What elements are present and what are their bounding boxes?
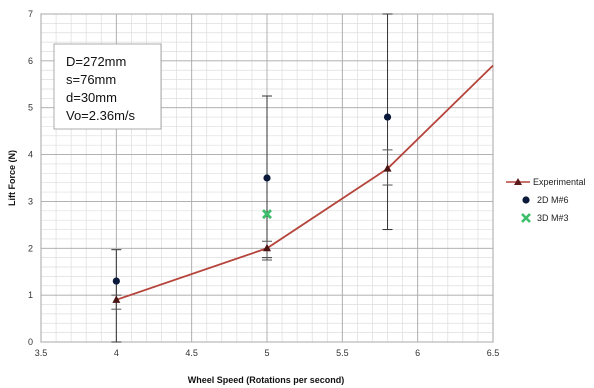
x-tick-label: 4 [114, 348, 119, 358]
annotation-box: D=272mm s=76mm d=30mm Vo=2.36m/s [53, 43, 162, 130]
y-tick-label: 5 [28, 103, 33, 113]
x-tick-label: 6.5 [487, 348, 500, 358]
point-2d [383, 113, 392, 121]
x-axis-title: Wheel Speed (Rotations per second) [188, 375, 345, 385]
legend-label: Experimental [533, 177, 586, 187]
annotation-box-frame [53, 43, 162, 130]
point-3d [262, 209, 272, 220]
point-experimental [112, 295, 121, 303]
y-tick-label: 7 [28, 9, 33, 19]
y-tick-label: 6 [28, 56, 33, 66]
legend-item-3d: 3D M#3 [521, 213, 569, 223]
y-axis-title: Lift Force (N) [7, 150, 17, 206]
series-line-experimental [116, 64, 494, 301]
legend-circle-marker [522, 196, 530, 204]
point-experimental [263, 243, 271, 252]
x-tick-label: 6 [415, 348, 420, 358]
x-tick-label: 4.5 [185, 348, 198, 358]
series-layer [111, 13, 494, 343]
y-tick-label: 2 [28, 243, 33, 253]
point-experimental [383, 164, 392, 172]
annotation-line: s=76mm [66, 72, 116, 87]
annotation-line: Vo=2.36m/s [66, 108, 136, 123]
tick-labels: 3.5 4 4.5 5 5.5 6 6.5 0 1 2 3 4 5 6 7 [28, 9, 499, 358]
legend-x-marker [521, 213, 531, 223]
legend-item-2d: 2D M#6 [522, 195, 569, 205]
x-tick-label: 5 [264, 348, 269, 358]
point-2d [263, 174, 271, 182]
legend-triangle-marker [514, 178, 522, 185]
legend: Experimental 2D M#6 3D M#3 [506, 177, 586, 223]
x-tick-label: 5.5 [336, 348, 349, 358]
annotation-line: D=272mm [66, 54, 126, 69]
annotation-line: d=30mm [66, 90, 117, 105]
x-tick-label: 3.5 [35, 348, 48, 358]
y-tick-label: 3 [28, 196, 33, 206]
legend-item-experimental: Experimental [506, 177, 586, 187]
point-2d [112, 277, 120, 285]
y-tick-label: 0 [28, 337, 33, 347]
legend-label: 3D M#3 [537, 213, 569, 223]
y-tick-label: 1 [28, 290, 33, 300]
y-tick-label: 4 [28, 150, 33, 160]
legend-label: 2D M#6 [537, 195, 569, 205]
